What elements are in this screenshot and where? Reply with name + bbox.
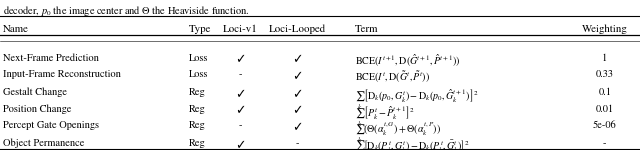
Text: Position Change: Position Change <box>3 104 72 114</box>
Text: Object Permanence: Object Permanence <box>3 139 84 148</box>
Text: Gestalt Change: Gestalt Change <box>3 88 67 97</box>
Text: ✓: ✓ <box>292 70 303 83</box>
Text: $\sum_k(\Theta(\alpha_k^{t,G}) + \Theta(\alpha_k^{t,P}))$: $\sum_k(\Theta(\alpha_k^{t,G}) + \Theta(… <box>355 121 441 145</box>
Text: Weighting: Weighting <box>582 24 628 34</box>
Text: -: - <box>603 139 607 148</box>
Text: Loss: Loss <box>189 70 208 79</box>
Text: Name: Name <box>3 24 29 34</box>
Text: ✓: ✓ <box>292 104 303 117</box>
Text: ✓: ✓ <box>235 53 245 66</box>
Text: Percept Gate Openings: Percept Gate Openings <box>3 121 99 130</box>
Text: Reg: Reg <box>189 88 205 97</box>
Text: $\sum_k\left[\mathrm{D}_k(p_0, G_k^t) - \mathrm{D}_k(p_0, \hat{G}_k^{t+1})\right: $\sum_k\left[\mathrm{D}_k(p_0, G_k^t) - … <box>355 88 479 112</box>
Text: decoder, $p_0$ the image center and $\Theta$ the Heaviside function.: decoder, $p_0$ the image center and $\Th… <box>3 4 250 18</box>
Text: ✓: ✓ <box>292 53 303 66</box>
Text: -: - <box>238 70 242 79</box>
Text: Next-Frame Prediction: Next-Frame Prediction <box>3 53 99 63</box>
Text: $\mathrm{BCE}(I^{t}, \mathrm{D}(\tilde{G}^{t}, \tilde{P}^{t}))$: $\mathrm{BCE}(I^{t}, \mathrm{D}(\tilde{G… <box>355 70 430 85</box>
Text: -: - <box>238 121 242 130</box>
Text: Type: Type <box>189 24 211 34</box>
Text: Term: Term <box>355 24 379 34</box>
Text: Loss: Loss <box>189 53 208 63</box>
Text: Reg: Reg <box>189 121 205 130</box>
Text: $\mathrm{BCE}(I^{t+1}, \mathrm{D}(\hat{G}^{t+1}, \hat{P}^{t+1}))$: $\mathrm{BCE}(I^{t+1}, \mathrm{D}(\hat{G… <box>355 53 461 69</box>
Text: $\sum_k\left[\mathrm{D}_k(P_k^t, G_k^t) - \mathrm{D}_k(P_k^t, \bar{G}_k^t)\right: $\sum_k\left[\mathrm{D}_k(P_k^t, G_k^t) … <box>355 139 470 150</box>
Text: 0.1: 0.1 <box>598 88 611 97</box>
Text: ✓: ✓ <box>235 88 245 101</box>
Text: Reg: Reg <box>189 139 205 148</box>
Text: Loci-v1: Loci-v1 <box>223 24 257 34</box>
Text: Loci-Looped: Loci-Looped <box>269 24 326 34</box>
Text: Reg: Reg <box>189 104 205 114</box>
Text: ✓: ✓ <box>292 88 303 101</box>
Text: ✓: ✓ <box>235 104 245 117</box>
Text: 0.33: 0.33 <box>596 70 614 79</box>
Text: 5e-06: 5e-06 <box>593 121 617 130</box>
Text: 0.01: 0.01 <box>596 104 614 114</box>
Text: Input-Frame Reconstruction: Input-Frame Reconstruction <box>3 70 121 79</box>
Text: $\sum_k\left[P_k^t - \hat{P}_k^{t+1}\right]^2$: $\sum_k\left[P_k^t - \hat{P}_k^{t+1}\rig… <box>355 104 415 129</box>
Text: 1: 1 <box>602 53 607 63</box>
Text: -: - <box>296 139 300 148</box>
Text: ✓: ✓ <box>292 121 303 134</box>
Text: ✓: ✓ <box>235 139 245 150</box>
